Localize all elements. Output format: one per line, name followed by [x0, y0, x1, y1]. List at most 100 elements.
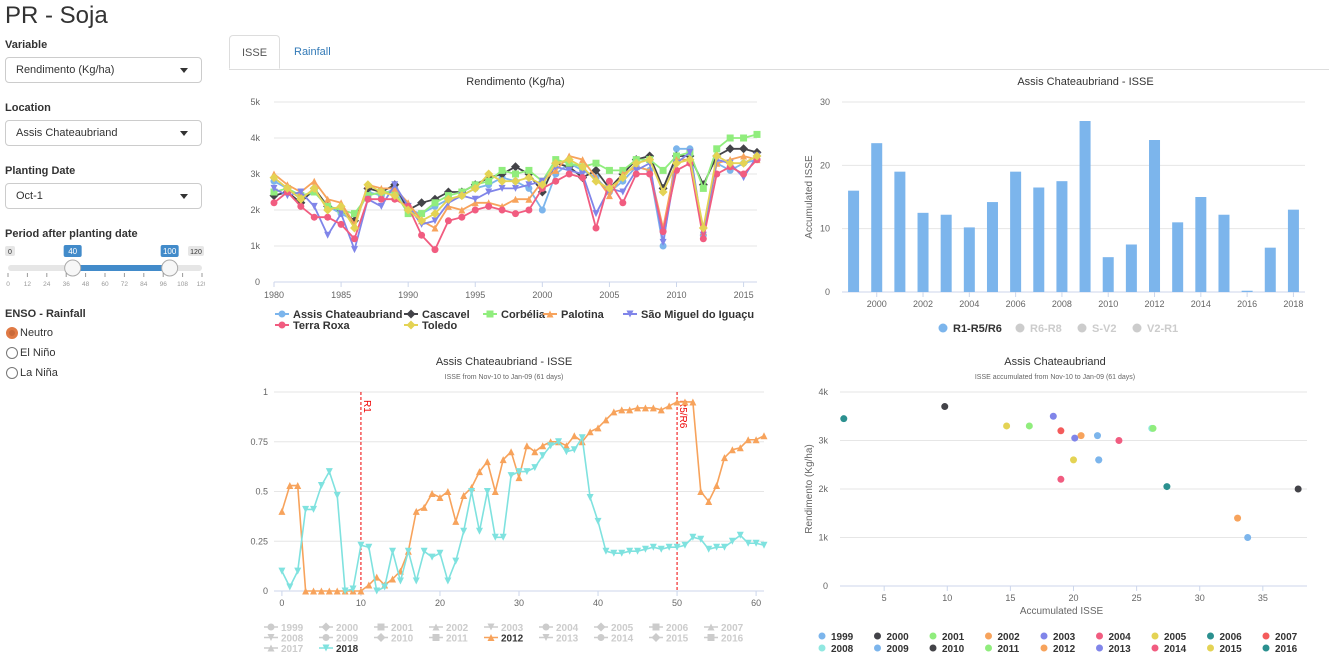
y-tick-label: 0: [263, 586, 268, 596]
tab-bar: ISSE Rainfall: [229, 35, 1329, 70]
data-point: [681, 398, 689, 406]
data-point: [605, 166, 613, 174]
scatter-point-2014: [1057, 475, 1065, 483]
data-point: [310, 587, 318, 595]
legend-item: 2002: [985, 632, 1020, 643]
data-point: [498, 206, 506, 214]
legend-item: 2015: [649, 633, 689, 645]
data-point: [579, 170, 587, 178]
data-point: [350, 223, 359, 233]
data-point: [699, 235, 707, 243]
legend-label: 2009: [887, 644, 910, 654]
chart-subtitle: ISSE from Nov-10 to Jan-09 (61 days): [445, 374, 564, 381]
legend-label: 2004: [1109, 632, 1132, 643]
bar: [1079, 121, 1091, 292]
bar: [1172, 222, 1184, 292]
x-tick-label: 2000: [867, 299, 887, 309]
bar: [1056, 181, 1068, 292]
legend-marker: [432, 623, 440, 631]
data-point: [641, 404, 649, 412]
data-point: [736, 531, 744, 539]
data-point: [471, 199, 479, 207]
variable-select-value: Rendimento (Kg/ha): [16, 64, 115, 76]
data-point: [689, 398, 697, 406]
enso-option-2[interactable]: El Niño: [6, 347, 56, 360]
data-point: [645, 155, 655, 165]
page-title: PR - Soja: [5, 2, 108, 29]
legend-label: 2010: [391, 634, 414, 645]
legend-marker: [1132, 323, 1142, 333]
tab-isse[interactable]: ISSE: [229, 35, 281, 69]
radio-button[interactable]: [6, 367, 18, 380]
data-point: [681, 541, 689, 549]
data-point: [351, 210, 358, 218]
enso-option-3[interactable]: La Niña: [6, 367, 58, 380]
data-point: [310, 213, 318, 221]
legend-label: 2005: [1164, 632, 1187, 643]
legend-label: 2008: [281, 634, 304, 645]
legend-item: 2003: [1040, 632, 1076, 643]
legend-label: 2002: [446, 623, 469, 634]
scatter-point-2007: [1057, 427, 1065, 435]
data-point: [720, 454, 728, 462]
legend-item: Terra Roxa: [275, 320, 351, 332]
bar: [1264, 247, 1276, 292]
bar: [1149, 140, 1161, 292]
legend-label: 2003: [501, 623, 524, 634]
data-point: [325, 587, 333, 595]
data-point: [420, 503, 428, 511]
legend-item: 2003: [484, 623, 524, 634]
data-point: [302, 587, 310, 595]
data-point: [417, 198, 427, 208]
enso-option-label: El Niño: [20, 347, 56, 359]
variable-select[interactable]: Rendimento (Kg/ha): [5, 57, 202, 83]
data-point: [686, 148, 694, 156]
data-point: [659, 242, 667, 250]
legend-marker: [651, 633, 661, 642]
legend-item: 2010: [374, 633, 414, 645]
data-point: [697, 488, 705, 495]
legend-marker: [278, 310, 286, 318]
location-select[interactable]: Assis Chateaubriand: [5, 120, 202, 146]
legend-label: 2012: [501, 634, 524, 645]
radio-button[interactable]: [6, 347, 18, 360]
slider-tick-label: 24: [43, 281, 51, 288]
legend-marker: [278, 321, 286, 329]
legend-marker: [818, 644, 826, 652]
data-point: [297, 188, 305, 196]
legend-item: R6-R8: [1015, 323, 1062, 335]
chevron-down-icon: [180, 194, 188, 199]
legend-marker: [985, 632, 992, 640]
slider-tick-label: 12: [24, 281, 32, 288]
bar: [1033, 187, 1045, 292]
tab-rainfall[interactable]: Rainfall: [294, 46, 331, 58]
slider-max-label: 120: [190, 249, 202, 256]
data-point: [713, 543, 721, 551]
data-point: [610, 549, 618, 557]
legend-marker: [1096, 644, 1103, 652]
x-tick-label: 5: [882, 593, 887, 603]
data-point: [525, 184, 533, 192]
legend-label: 2002: [998, 632, 1021, 643]
bar: [1241, 290, 1253, 292]
enso-option-1[interactable]: Neutro: [6, 327, 53, 340]
chart-title: Assis Chateaubriand - ISSE: [436, 356, 572, 368]
legend-item: 2012: [484, 634, 524, 645]
data-point: [420, 547, 428, 555]
radio-button[interactable]: [6, 327, 18, 340]
x-tick-label: 25: [1132, 593, 1142, 603]
legend-item: 2000: [319, 622, 359, 634]
data-point: [336, 201, 346, 211]
x-tick-label: 60: [751, 598, 761, 608]
y-tick-label: 2k: [818, 484, 828, 494]
period-range-slider[interactable]: 0 120 40 100 0 12 24 36 48 60 72 84 96 108 120: [5, 244, 208, 294]
data-point: [646, 170, 654, 178]
planting-date-select[interactable]: Oct-1: [5, 183, 202, 209]
legend-marker: [938, 323, 948, 333]
legend-item: 2006: [1207, 632, 1242, 643]
x-tick-label: 30: [514, 598, 524, 608]
scatter-point-2011: [1149, 424, 1157, 432]
data-point: [740, 134, 748, 142]
data-point: [436, 549, 444, 557]
data-point: [562, 442, 570, 450]
